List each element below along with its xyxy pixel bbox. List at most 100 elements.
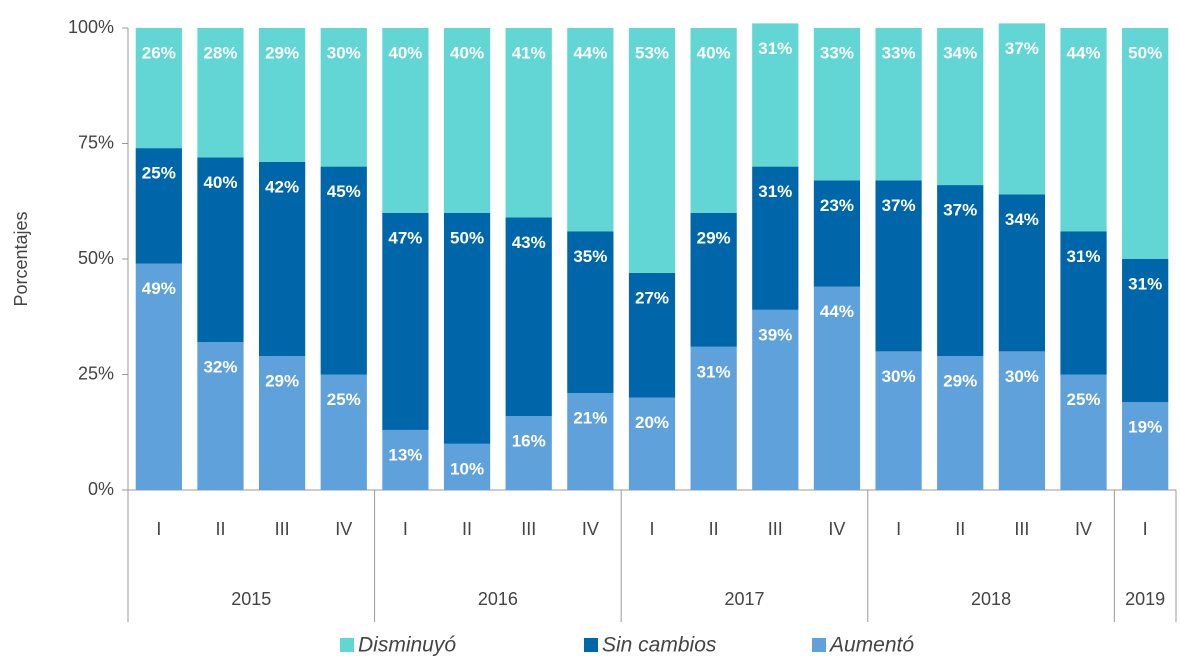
y-axis-label: Porcentajes	[11, 211, 31, 306]
y-tick-label: 0%	[88, 479, 114, 499]
x-tick-label: IV	[582, 519, 599, 539]
x-tick-label: I	[896, 519, 901, 539]
x-tick-label: III	[768, 519, 783, 539]
value-label: 49%	[142, 279, 176, 298]
bar-segment	[259, 28, 306, 162]
bar-segment	[505, 217, 552, 417]
bar-segment	[998, 351, 1045, 490]
value-label: 40%	[388, 43, 422, 62]
value-label: 31%	[758, 182, 792, 201]
bar-segment	[1060, 28, 1107, 232]
x-tick-label: IV	[828, 519, 845, 539]
x-tick-label: II	[215, 519, 225, 539]
bar-segment	[1060, 231, 1107, 375]
x-tick-label: III	[275, 519, 290, 539]
value-label: 31%	[1067, 247, 1101, 266]
bar-segment	[813, 286, 861, 490]
bar-segment	[567, 392, 614, 490]
group-label: 2019	[1125, 589, 1165, 609]
value-label: 41%	[512, 43, 546, 62]
value-label: 28%	[203, 43, 237, 62]
value-label: 29%	[265, 372, 299, 391]
value-label: 39%	[758, 325, 792, 344]
value-label: 25%	[1067, 390, 1101, 409]
x-tick-label: I	[649, 519, 654, 539]
group-label: 2018	[971, 589, 1011, 609]
bar-segment	[937, 356, 984, 490]
value-label: 33%	[820, 43, 854, 62]
y-tick-label: 25%	[78, 363, 114, 383]
bar-segment	[567, 28, 614, 232]
x-tick-label: IV	[335, 519, 352, 539]
value-label: 34%	[1005, 210, 1039, 229]
bar-segment	[443, 443, 491, 490]
group-label: 2017	[724, 589, 764, 609]
legend-label: Aumentó	[828, 634, 914, 657]
value-label: 10%	[450, 459, 484, 478]
bar-segment	[1122, 28, 1169, 259]
value-label: 29%	[265, 43, 299, 62]
bar-segment	[875, 180, 922, 352]
value-label: 26%	[142, 43, 176, 62]
value-label: 47%	[388, 228, 422, 247]
bar-segment	[135, 148, 182, 264]
legend-swatch	[340, 638, 354, 652]
x-tick-label: II	[955, 519, 965, 539]
bar-segment	[998, 194, 1045, 352]
bar-segment	[320, 28, 367, 167]
value-label: 30%	[1005, 367, 1039, 386]
bar-segment	[628, 272, 676, 398]
bar-segment	[813, 28, 861, 181]
value-label: 25%	[327, 390, 361, 409]
bar-segment	[197, 28, 244, 158]
value-label: 30%	[327, 43, 361, 62]
bar-segment	[505, 416, 552, 490]
bar-segment	[320, 374, 367, 490]
bar-segment	[998, 23, 1045, 195]
bar-segment	[1122, 402, 1169, 490]
value-label: 35%	[573, 247, 607, 266]
bar-segment	[690, 346, 737, 490]
bar-segment	[937, 185, 984, 357]
value-label: 37%	[943, 201, 977, 220]
bar-segment	[813, 180, 861, 287]
value-label: 13%	[388, 445, 422, 464]
y-tick-label: 100%	[68, 17, 114, 37]
value-label: 29%	[697, 228, 731, 247]
bar-segment	[259, 161, 306, 357]
bar-segment	[752, 23, 799, 167]
bar-segment	[937, 28, 984, 186]
bar-segment	[1060, 374, 1107, 490]
x-tick-label: II	[462, 519, 472, 539]
x-tick-label: II	[709, 519, 719, 539]
bar-segment	[875, 28, 922, 181]
value-label: 44%	[573, 43, 607, 62]
bar-segment	[690, 28, 737, 213]
value-label: 31%	[697, 362, 731, 381]
value-label: 21%	[573, 408, 607, 427]
x-tick-label: I	[403, 519, 408, 539]
bar-segment	[443, 28, 491, 213]
x-tick-label: III	[1014, 519, 1029, 539]
value-label: 33%	[882, 43, 916, 62]
value-label: 45%	[327, 182, 361, 201]
bar-segment	[382, 429, 429, 490]
bar-segment	[752, 166, 799, 310]
x-tick-label: I	[156, 519, 161, 539]
bar-segment	[135, 263, 182, 490]
value-label: 27%	[635, 288, 669, 307]
value-label: 40%	[203, 173, 237, 192]
value-label: 29%	[943, 372, 977, 391]
bar-segment	[752, 309, 799, 490]
group-label: 2016	[478, 589, 518, 609]
y-tick-label: 50%	[78, 248, 114, 268]
value-label: 53%	[635, 43, 669, 62]
value-label: 50%	[1128, 43, 1162, 62]
value-label: 20%	[635, 413, 669, 432]
legend-label: Sin cambios	[602, 634, 717, 657]
value-label: 23%	[820, 196, 854, 215]
bar-segment	[197, 342, 244, 490]
y-tick-label: 75%	[78, 132, 114, 152]
bar-segment	[505, 28, 552, 218]
